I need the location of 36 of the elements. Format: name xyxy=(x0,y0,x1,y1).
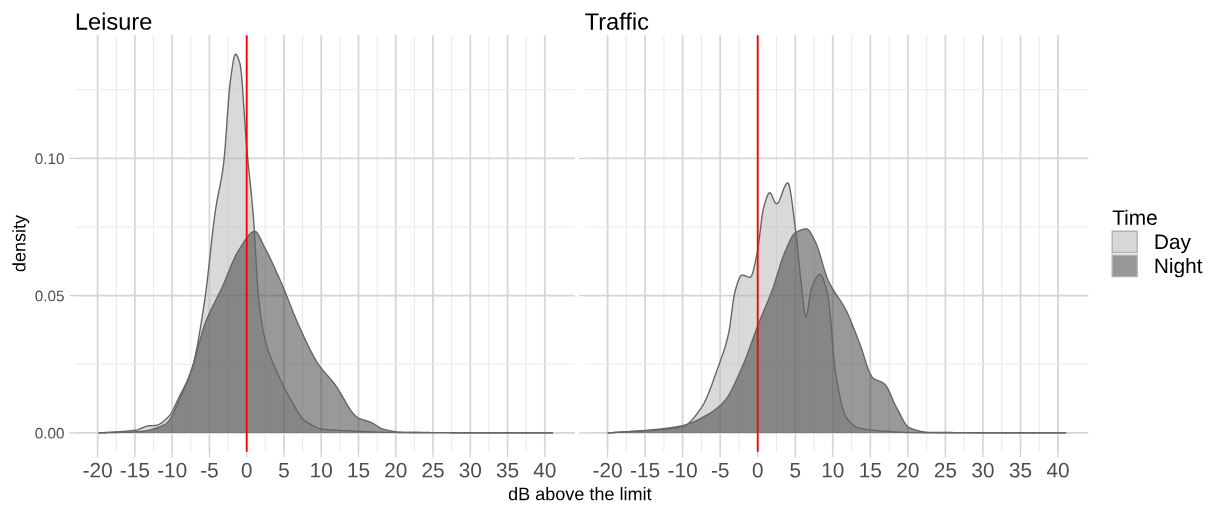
x-tick-label: -20 xyxy=(593,462,622,478)
x-tick-label: -15 xyxy=(630,463,660,478)
y-tick-label: 0.00 xyxy=(35,427,64,439)
x-tick-label: 20 xyxy=(897,462,919,478)
x-tick-label: 25 xyxy=(934,462,957,478)
x-tick-label: 5 xyxy=(790,463,801,478)
x-tick-label: 30 xyxy=(459,462,482,478)
x-tick-label: -15 xyxy=(120,463,150,478)
chart-title: Traffic xyxy=(585,12,649,30)
x-tick-label: -10 xyxy=(158,462,187,478)
x-tick-label: 10 xyxy=(311,462,332,478)
x-tick-label: 20 xyxy=(385,462,407,478)
x-tick-label: 25 xyxy=(422,462,444,478)
x-tick-label: 35 xyxy=(496,462,519,478)
x-tick-label: -5 xyxy=(201,463,218,478)
legend-label: Night xyxy=(1155,257,1203,278)
x-tick-label: 40 xyxy=(533,462,556,478)
x-tick-label: 10 xyxy=(822,462,844,478)
x-tick-label: 30 xyxy=(972,462,994,478)
x-tick-label: 40 xyxy=(1046,462,1069,478)
x-tick-label: 15 xyxy=(860,463,882,478)
x-tick-label: -5 xyxy=(711,463,729,478)
legend-title: Time xyxy=(1112,209,1157,225)
x-tick-label: -20 xyxy=(83,462,112,478)
x-tick-label: 0 xyxy=(752,462,763,478)
y-tick-label: 0.10 xyxy=(35,153,64,165)
x-tick-label: 35 xyxy=(1009,462,1032,478)
x-tick-label: -10 xyxy=(668,462,697,478)
chart-title: Leisure xyxy=(76,12,152,30)
y-tick-label: 0.05 xyxy=(35,290,64,302)
x-tick-label: 0 xyxy=(241,462,252,478)
x-axis-title: dB above the limit xyxy=(508,487,652,501)
x-tick-label: 15 xyxy=(348,463,370,478)
x-tick-label: 5 xyxy=(279,463,289,478)
legend-label: Day xyxy=(1155,234,1191,254)
y-axis-title: density xyxy=(12,214,30,272)
